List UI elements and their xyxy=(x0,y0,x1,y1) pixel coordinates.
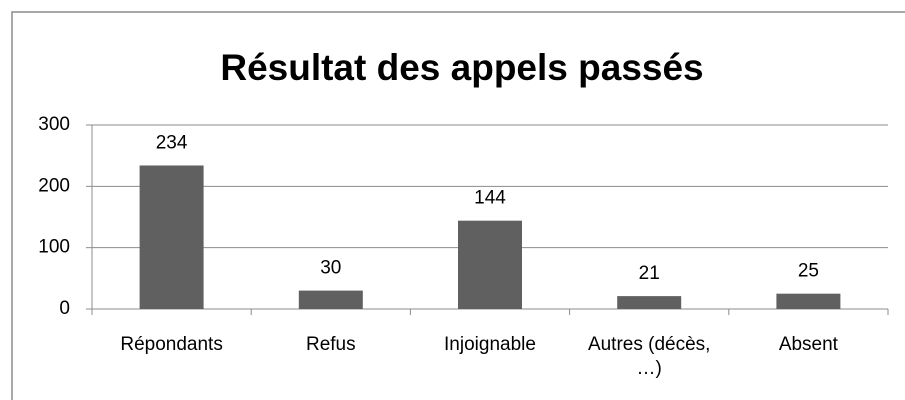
bar xyxy=(458,220,522,309)
data-label: 144 xyxy=(474,188,506,209)
chart-title: Résultat des appels passés xyxy=(220,47,703,88)
x-tick-label: Autres (décès, …) xyxy=(587,334,711,379)
bar xyxy=(617,296,682,309)
y-tick-label: 300 xyxy=(38,114,70,135)
y-tick-label: 100 xyxy=(38,237,70,258)
bar xyxy=(139,165,204,309)
bar xyxy=(298,290,363,309)
data-label: 234 xyxy=(156,132,188,153)
x-tick-label: Répondants xyxy=(120,334,223,355)
data-label: 30 xyxy=(320,258,341,279)
bar xyxy=(776,293,841,309)
y-tick-label: 200 xyxy=(38,175,70,196)
x-tick-label: Absent xyxy=(778,334,838,355)
data-label: 21 xyxy=(639,263,660,284)
data-label: 25 xyxy=(798,261,819,282)
y-tick-label: 0 xyxy=(59,298,70,319)
x-tick-label: Injoignable xyxy=(444,334,536,355)
x-tick-label: Refus xyxy=(305,334,356,355)
